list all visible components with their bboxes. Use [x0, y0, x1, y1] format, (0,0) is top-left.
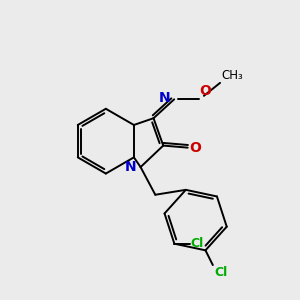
Text: Cl: Cl: [191, 237, 204, 250]
Text: N: N: [125, 160, 136, 174]
Text: Cl: Cl: [214, 266, 227, 279]
Text: CH₃: CH₃: [221, 69, 243, 82]
Text: N: N: [159, 91, 171, 105]
Text: O: O: [189, 141, 201, 154]
Text: O: O: [200, 84, 211, 98]
